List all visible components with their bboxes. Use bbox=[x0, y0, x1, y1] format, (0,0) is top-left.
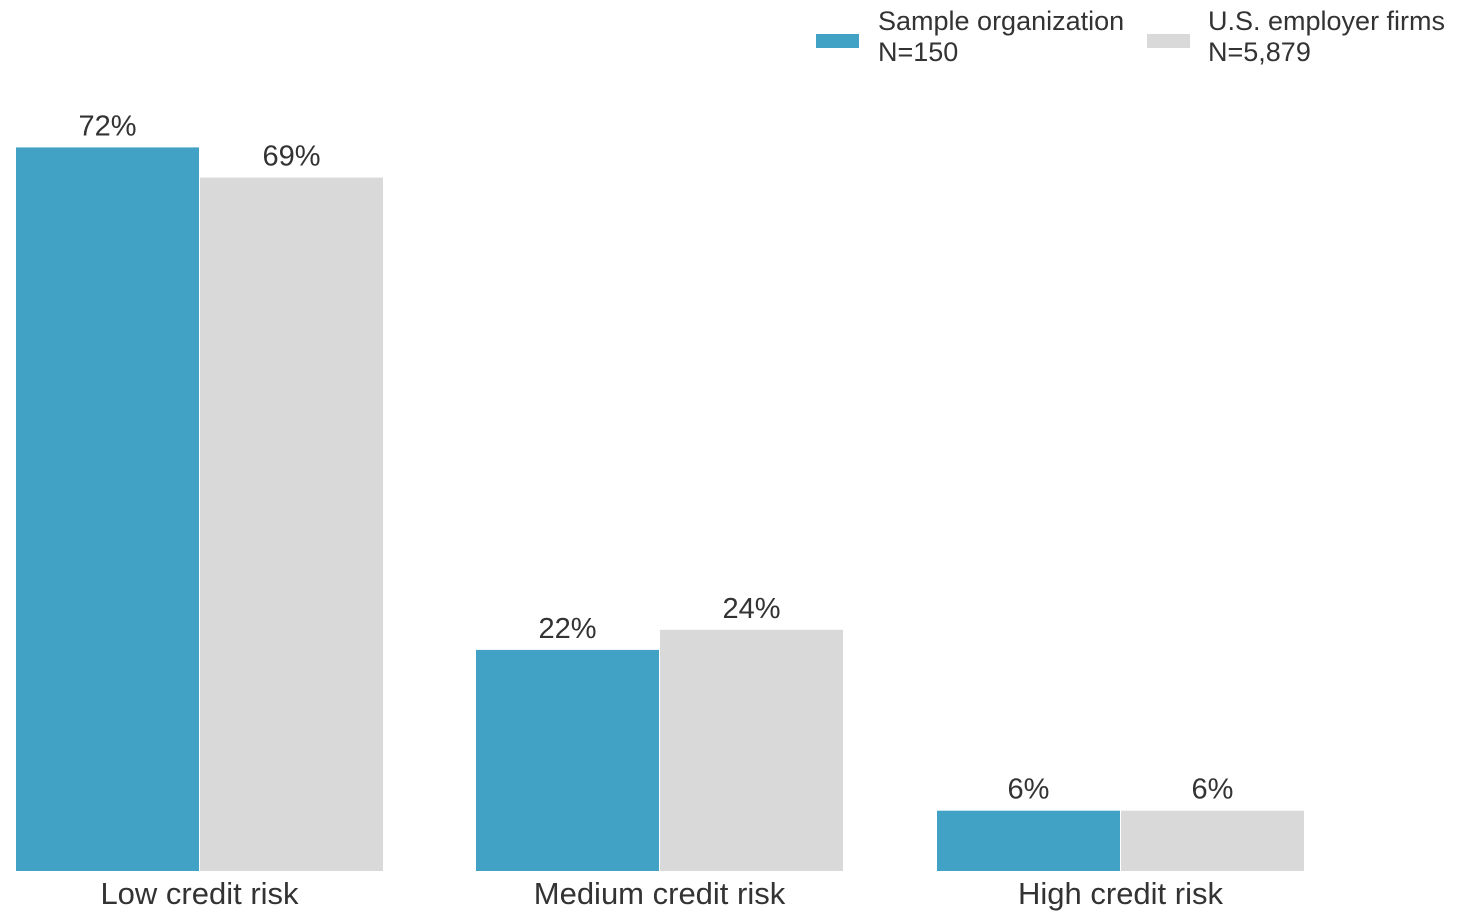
category-label: High credit risk bbox=[1018, 876, 1223, 911]
bars bbox=[16, 147, 1304, 872]
legend-sample-size: N=5,879 bbox=[1208, 37, 1311, 67]
data-labels: 72% 69% 22% 24% 6% 6% bbox=[78, 110, 1233, 805]
data-label: 24% bbox=[722, 593, 780, 625]
legend-swatch bbox=[816, 34, 859, 48]
bar-us-0 bbox=[200, 177, 383, 872]
data-label: 72% bbox=[78, 110, 136, 142]
bar-sample-0 bbox=[16, 147, 199, 871]
category-label: Medium credit risk bbox=[534, 876, 786, 911]
legend-series-name: U.S. employer firms bbox=[1208, 6, 1445, 36]
bar-us-1 bbox=[660, 629, 843, 871]
data-label: 6% bbox=[1192, 774, 1234, 806]
bar-sample-1 bbox=[476, 649, 659, 871]
legend-series-name: Sample organization bbox=[878, 6, 1124, 36]
legend-sample-size: N=150 bbox=[878, 37, 958, 67]
bar-us-2 bbox=[1121, 810, 1304, 871]
legend-swatch bbox=[1147, 34, 1190, 48]
data-label: 6% bbox=[1008, 774, 1050, 806]
data-label: 69% bbox=[262, 141, 320, 173]
data-label: 22% bbox=[538, 613, 596, 645]
category-labels: Low credit risk Medium credit risk High cr… bbox=[100, 876, 1223, 911]
category-label: Low credit risk bbox=[100, 876, 299, 911]
bar-sample-2 bbox=[937, 810, 1120, 871]
